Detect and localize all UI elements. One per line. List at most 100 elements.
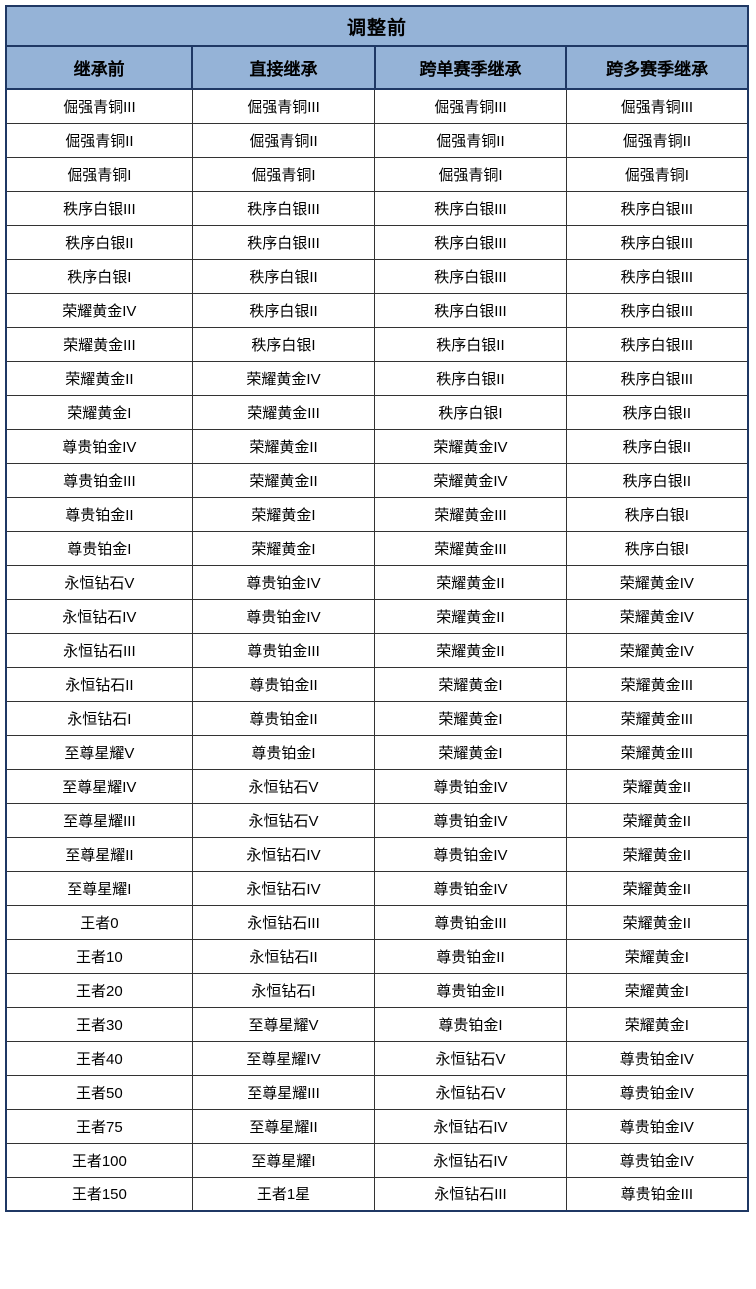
table-cell: 王者150 [5,1176,193,1212]
table-cell: 倔强青铜I [5,156,193,192]
table-cell: 永恒钻石II [5,666,193,702]
table-cell: 荣耀黄金II [565,870,749,906]
table-cell: 荣耀黄金I [191,530,376,566]
table-cell: 荣耀黄金III [374,496,567,532]
table-cell: 荣耀黄金IV [565,598,749,634]
table-cell: 永恒钻石IV [374,1108,567,1144]
table-cell: 至尊星耀III [5,802,193,838]
table-row: 至尊星耀I 永恒钻石IV 尊贵铂金IV 荣耀黄金II [5,870,749,906]
table-cell: 荣耀黄金II [565,904,749,940]
table-row: 王者50 至尊星耀III 永恒钻石V 尊贵铂金IV [5,1074,749,1110]
table-row: 王者0 永恒钻石III 尊贵铂金III 荣耀黄金II [5,904,749,940]
table-cell: 尊贵铂金IV [565,1142,749,1178]
table-cell: 尊贵铂金IV [565,1040,749,1076]
table-cell: 王者75 [5,1108,193,1144]
table-row: 至尊星耀V 尊贵铂金I 荣耀黄金I 荣耀黄金III [5,734,749,770]
table-cell: 秩序白银III [374,224,567,260]
table-cell: 荣耀黄金II [374,598,567,634]
table-cell: 尊贵铂金IV [374,836,567,872]
table-cell: 秩序白银I [374,394,567,430]
table-cell: 永恒钻石III [374,1176,567,1212]
table-row: 尊贵铂金IV 荣耀黄金II 荣耀黄金IV 秩序白银II [5,428,749,464]
table-row: 永恒钻石I 尊贵铂金II 荣耀黄金I 荣耀黄金III [5,700,749,736]
table-cell: 至尊星耀III [191,1074,376,1110]
table-cell: 荣耀黄金I [191,496,376,532]
table-cell: 荣耀黄金I [374,666,567,702]
table-row: 王者100 至尊星耀I 永恒钻石IV 尊贵铂金IV [5,1142,749,1178]
table-cell: 荣耀黄金III [565,666,749,702]
table-cell: 荣耀黄金III [565,734,749,770]
table-cell: 尊贵铂金IV [374,768,567,804]
table-cell: 永恒钻石III [191,904,376,940]
table-row: 倔强青铜II 倔强青铜II 倔强青铜II 倔强青铜II [5,122,749,158]
table-cell: 尊贵铂金II [374,938,567,974]
table-cell: 尊贵铂金II [191,666,376,702]
table-cell: 尊贵铂金IV [374,802,567,838]
page: 调整前 继承前 直接继承 跨单赛季继承 跨多赛季继承 倔强青铜III 倔强青铜I… [4,5,749,1212]
table-row: 王者40 至尊星耀IV 永恒钻石V 尊贵铂金IV [5,1040,749,1076]
table-cell: 至尊星耀II [191,1108,376,1144]
table-cell: 尊贵铂金III [374,904,567,940]
table-row: 王者150 王者1星 永恒钻石III 尊贵铂金III [5,1176,749,1212]
table-cell: 荣耀黄金II [191,428,376,464]
table-row: 永恒钻石V 尊贵铂金IV 荣耀黄金II 荣耀黄金IV [5,564,749,600]
table-cell: 至尊星耀V [191,1006,376,1042]
table-cell: 荣耀黄金I [565,1006,749,1042]
table-cell: 秩序白银I [565,496,749,532]
table-cell: 荣耀黄金I [374,734,567,770]
table-cell: 尊贵铂金IV [374,870,567,906]
table-row: 荣耀黄金III 秩序白银I 秩序白银II 秩序白银III [5,326,749,362]
table-cell: 尊贵铂金III [565,1176,749,1212]
table-cell: 荣耀黄金II [5,360,193,396]
table-row: 秩序白银II 秩序白银III 秩序白银III 秩序白银III [5,224,749,260]
table-cell: 永恒钻石V [191,768,376,804]
table-row: 至尊星耀IV 永恒钻石V 尊贵铂金IV 荣耀黄金II [5,768,749,804]
table-cell: 秩序白银II [191,292,376,328]
table-cell: 荣耀黄金IV [565,564,749,600]
table-cell: 王者0 [5,904,193,940]
table-cell: 秩序白银III [5,190,193,226]
table-cell: 秩序白银II [565,428,749,464]
table-body: 倔强青铜III 倔强青铜III 倔强青铜III 倔强青铜III 倔强青铜II 倔… [5,88,749,1212]
table-cell: 永恒钻石V [374,1040,567,1076]
table-cell: 尊贵铂金II [374,972,567,1008]
table-row: 荣耀黄金IV 秩序白银II 秩序白银III 秩序白银III [5,292,749,328]
table-cell: 倔强青铜II [565,122,749,158]
table-cell: 荣耀黄金IV [5,292,193,328]
table-cell: 永恒钻石V [5,564,193,600]
table-row: 王者30 至尊星耀V 尊贵铂金I 荣耀黄金I [5,1006,749,1042]
table-cell: 倔强青铜I [191,156,376,192]
table-cell: 至尊星耀II [5,836,193,872]
table-cell: 倔强青铜III [191,88,376,124]
table-cell: 秩序白银II [374,326,567,362]
table-cell: 秩序白银I [565,530,749,566]
table-cell: 秩序白银III [565,258,749,294]
table-header-row: 继承前 直接继承 跨单赛季继承 跨多赛季继承 [4,45,749,90]
table-cell: 秩序白银II [5,224,193,260]
table-cell: 荣耀黄金II [565,836,749,872]
table-cell: 秩序白银II [191,258,376,294]
table-cell: 尊贵铂金IV [565,1108,749,1144]
table-cell: 倔强青铜II [374,122,567,158]
table-cell: 至尊星耀I [5,870,193,906]
table-cell: 永恒钻石IV [374,1142,567,1178]
table-cell: 倔强青铜I [374,156,567,192]
table-cell: 尊贵铂金IV [191,564,376,600]
table-cell: 秩序白银III [565,360,749,396]
column-header-multi-season-inheritance: 跨多赛季继承 [565,45,749,90]
table-cell: 秩序白银I [191,326,376,362]
table-cell: 荣耀黄金IV [374,428,567,464]
table-row: 尊贵铂金II 荣耀黄金I 荣耀黄金III 秩序白银I [5,496,749,532]
table-cell: 秩序白银II [565,462,749,498]
table-cell: 王者50 [5,1074,193,1110]
table-row: 秩序白银I 秩序白银II 秩序白银III 秩序白银III [5,258,749,294]
table-cell: 秩序白银II [565,394,749,430]
table-cell: 尊贵铂金II [191,700,376,736]
table-cell: 荣耀黄金IV [374,462,567,498]
table-row: 王者20 永恒钻石I 尊贵铂金II 荣耀黄金I [5,972,749,1008]
table-cell: 王者100 [5,1142,193,1178]
table-cell: 尊贵铂金II [5,496,193,532]
table-cell: 尊贵铂金IV [5,428,193,464]
table-cell: 荣耀黄金I [5,394,193,430]
table-cell: 永恒钻石V [374,1074,567,1110]
